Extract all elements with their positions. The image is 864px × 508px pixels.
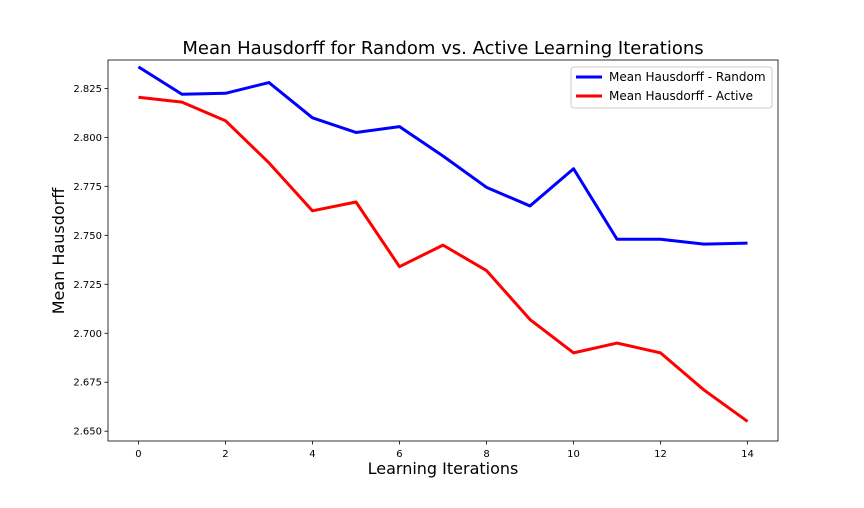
y-tick-label: 2.675 <box>73 378 102 389</box>
legend-label-random: Mean Hausdorff - Random <box>609 70 766 84</box>
y-tick-label: 2.725 <box>73 280 102 291</box>
x-tick-label: 8 <box>483 449 489 460</box>
x-tick-label: 2 <box>222 449 228 460</box>
x-tick-label: 12 <box>654 449 667 460</box>
legend-label-active: Mean Hausdorff - Active <box>609 89 753 103</box>
x-tick-label: 6 <box>396 449 402 460</box>
y-tick-label: 2.650 <box>73 427 102 438</box>
legend: Mean Hausdorff - Random Mean Hausdorff - … <box>570 66 773 109</box>
y-tick-label: 2.775 <box>73 182 102 193</box>
x-axis-title: Learning Iterations <box>368 459 519 478</box>
series-group <box>137 65 749 423</box>
chart-title: Mean Hausdorff for Random vs. Active Lea… <box>182 38 703 59</box>
y-axis-title: Mean Hausdorff <box>49 187 68 315</box>
x-tick-label: 4 <box>309 449 315 460</box>
x-tick-label: 0 <box>135 449 141 460</box>
series-line-random <box>137 65 748 246</box>
x-tick-label: 14 <box>741 449 754 460</box>
y-tick-label: 2.750 <box>73 231 102 242</box>
series-line-active <box>138 95 749 423</box>
y-tick-label: 2.800 <box>73 133 102 144</box>
x-tick-label: 10 <box>567 449 580 460</box>
axes: 0 2 4 6 8 10 12 14 2.650 2.675 2.700 2.725 2.750 2.77… <box>73 59 779 460</box>
y-tick-label: 2.825 <box>73 84 102 95</box>
axes-frame <box>107 59 779 442</box>
y-tick-label: 2.700 <box>73 329 102 340</box>
legend-box <box>570 66 773 109</box>
